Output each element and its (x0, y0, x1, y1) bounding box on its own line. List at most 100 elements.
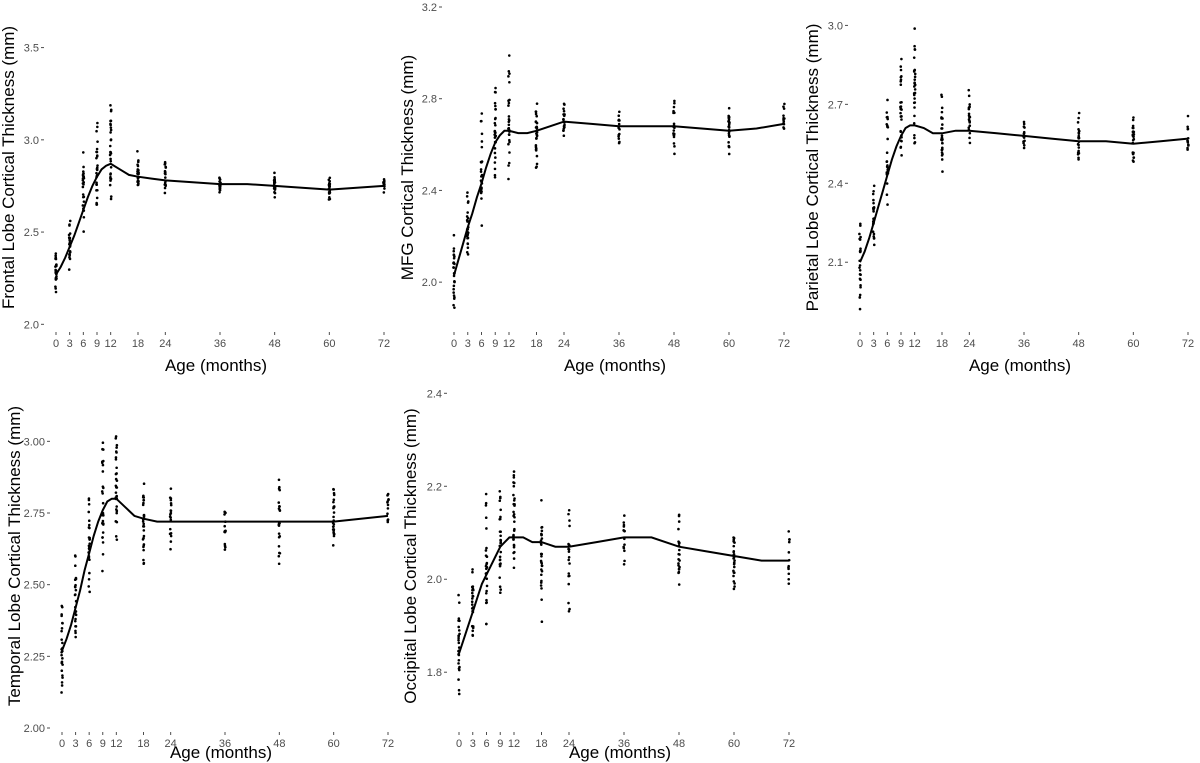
data-point (540, 573, 543, 577)
data-point (885, 182, 889, 185)
data-point (142, 561, 146, 565)
data-point (87, 544, 91, 548)
data-point (539, 581, 543, 584)
data-point (142, 529, 146, 532)
data-point (782, 105, 785, 108)
data-point (913, 75, 917, 79)
data-point (68, 254, 71, 257)
data-point (54, 263, 58, 267)
data-point (453, 280, 456, 283)
data-point (82, 230, 85, 233)
data-point (109, 128, 113, 132)
data-point (913, 72, 917, 76)
data-point (507, 101, 511, 105)
data-point (480, 112, 484, 115)
data-point (1022, 144, 1026, 147)
data-point (109, 122, 112, 126)
data-point (115, 494, 119, 498)
data-point (109, 151, 112, 155)
data-point (1022, 122, 1026, 126)
data-point (673, 111, 676, 115)
data-point (535, 165, 538, 168)
data-point (567, 547, 570, 551)
data-point (484, 516, 488, 520)
data-point (81, 151, 85, 154)
data-point (114, 535, 118, 538)
data-point (218, 190, 221, 194)
data-point (534, 144, 538, 147)
x-tick-label: 36 (214, 338, 226, 350)
data-point (466, 253, 470, 256)
data-point (101, 463, 105, 467)
data-point (899, 111, 902, 115)
y-tick-label: 2.2 (427, 481, 442, 493)
data-point (452, 303, 455, 307)
data-point (457, 617, 461, 620)
data-point (968, 115, 972, 119)
data-point (494, 104, 497, 108)
data-point (508, 72, 511, 75)
data-point (967, 94, 971, 98)
data-point (567, 558, 571, 562)
data-point (508, 138, 511, 142)
y-axis-title: MFG Cortical Thickness (mm) (398, 55, 417, 280)
data-point (513, 497, 516, 500)
data-point (453, 306, 456, 309)
data-point (73, 554, 77, 557)
data-point (328, 197, 332, 201)
data-point (485, 584, 489, 588)
x-tick-label: 6 (884, 338, 890, 350)
data-point (1077, 146, 1081, 149)
data-point (672, 122, 676, 126)
data-point (87, 502, 91, 506)
data-point (677, 570, 681, 574)
data-point (782, 107, 786, 110)
data-point (913, 81, 916, 84)
data-point (563, 103, 566, 106)
data-point (512, 529, 516, 532)
data-point (535, 121, 539, 125)
data-point (109, 131, 112, 134)
data-point (622, 521, 626, 524)
data-point (499, 530, 502, 534)
data-point (940, 110, 944, 114)
data-point (733, 585, 736, 588)
data-point (87, 497, 91, 500)
data-point (466, 191, 469, 194)
data-point (940, 106, 944, 110)
data-point (788, 538, 791, 541)
y-tick-label: 3.0 (24, 135, 39, 147)
data-point (453, 262, 456, 266)
data-point (457, 678, 460, 681)
x-tick-label: 48 (269, 338, 281, 350)
data-point (74, 588, 78, 592)
data-point (109, 179, 112, 182)
data-point (114, 456, 118, 459)
data-point (386, 494, 389, 497)
data-point (732, 536, 736, 540)
x-tick-label: 48 (673, 738, 685, 750)
data-point (136, 164, 140, 168)
data-point (508, 80, 511, 84)
x-tick-label: 72 (778, 338, 790, 350)
data-point (96, 125, 99, 129)
data-point (886, 137, 889, 141)
x-tick-label: 3 (470, 738, 476, 750)
data-point (95, 168, 99, 171)
data-point (568, 562, 571, 565)
data-point (60, 638, 63, 641)
data-point (169, 516, 172, 519)
data-point (61, 674, 64, 677)
y-tick-label: 2.50 (24, 580, 45, 592)
data-point (470, 591, 474, 595)
data-point (507, 75, 510, 78)
x-tick-label: 24 (165, 738, 177, 750)
data-point (1132, 126, 1135, 130)
data-point (327, 192, 331, 195)
data-point (141, 520, 145, 523)
y-tick-label: 3.5 (24, 43, 39, 55)
data-point (87, 523, 91, 527)
data-point (1022, 132, 1026, 136)
data-point (96, 164, 99, 167)
data-point (224, 511, 227, 515)
